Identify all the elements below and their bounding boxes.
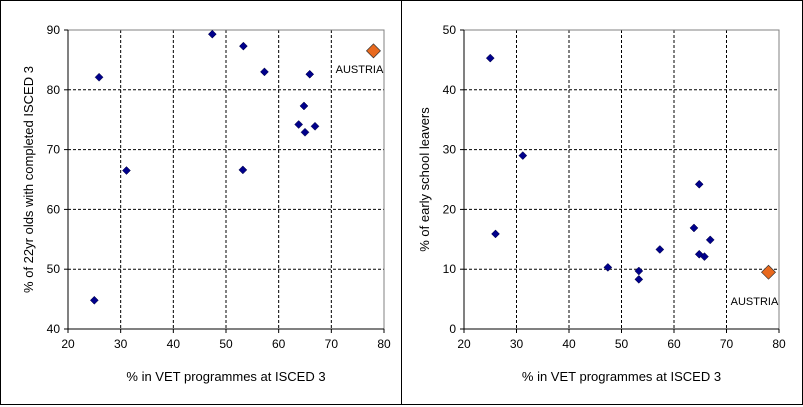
data-point-marker: [689, 223, 699, 233]
data-point-marker: [122, 166, 131, 175]
chart-panel-right: 20 30 40 50 60 70 80 0 10 20 30 40 50 % in VET progra…: [401, 0, 803, 405]
highlight-point-marker: [761, 264, 776, 280]
y-tick-label: 50: [443, 23, 457, 37]
data-point-marker: [294, 120, 304, 129]
y-axis-title: % of 22yr olds with completed ISCED 3: [21, 66, 36, 293]
x-axis-title: % in VET programmes at ISCED 3: [522, 369, 721, 384]
y-tick-label: 90: [47, 23, 61, 37]
y-tick-label: 10: [443, 262, 457, 276]
data-point-marker: [260, 67, 269, 77]
data-point-marker: [603, 263, 613, 272]
data-point-marker: [634, 275, 644, 284]
data-point-marker: [518, 151, 528, 160]
y-tick-label: 40: [47, 322, 61, 336]
data-point-marker: [300, 127, 310, 137]
y-tick-label: 60: [47, 202, 61, 216]
y-tick-label: 50: [47, 262, 61, 276]
x-axis-title: % in VET programmes at ISCED 3: [126, 369, 325, 384]
x-tick-label: 70: [720, 337, 734, 351]
x-tick-label: 50: [219, 337, 233, 351]
x-tick-label: 30: [114, 337, 128, 351]
y-tick-label: 40: [443, 83, 457, 97]
y-tick-label: 70: [47, 143, 61, 157]
data-point-marker: [239, 41, 248, 51]
data-point-marker: [705, 235, 715, 245]
y-axis-title: % of early school leavers: [417, 107, 432, 252]
highlight-label: AUSTRIA: [731, 296, 779, 308]
data-point-marker: [491, 229, 500, 239]
data-point-marker: [207, 29, 217, 39]
data-point-marker: [94, 72, 104, 82]
y-tick-label: 0: [449, 322, 456, 336]
y-tick-label: 20: [443, 202, 457, 216]
x-tick-label: 70: [325, 337, 339, 351]
data-point-marker: [694, 179, 704, 189]
x-tick-label: 80: [377, 337, 391, 351]
highlight-point-marker: [365, 43, 381, 59]
x-tick-label: 50: [615, 337, 629, 351]
data-point-marker: [700, 252, 709, 261]
data-point-marker: [310, 121, 320, 131]
data-point-marker: [634, 266, 644, 276]
data-point-marker: [485, 53, 495, 63]
x-tick-label: 30: [510, 337, 524, 351]
scatter-chart-early-leavers: 20 30 40 50 60 70 80 0 10 20 30 40 50 % in VET progra…: [417, 23, 786, 384]
scatter-chart-completion: 20 30 40 50 60 70 80 40 50 60 70 80 90 % in VET progr…: [21, 23, 391, 384]
y-tick-label: 80: [47, 83, 61, 97]
x-tick-label: 60: [272, 337, 286, 351]
data-point-marker: [655, 245, 665, 254]
data-point-marker: [305, 69, 315, 79]
data-point-marker: [89, 295, 99, 305]
x-tick-label: 80: [772, 337, 786, 351]
data-point-marker: [299, 101, 309, 111]
x-tick-label: 20: [457, 337, 471, 351]
x-tick-label: 60: [667, 337, 681, 351]
plot-area-border: [463, 29, 780, 330]
data-point-marker: [238, 165, 248, 175]
x-tick-label: 40: [562, 337, 576, 351]
x-tick-label: 40: [167, 337, 181, 351]
highlight-label: AUSTRIA: [336, 64, 384, 76]
y-tick-label: 30: [443, 143, 457, 157]
chart-panel-left: 20 30 40 50 60 70 80 40 50 60 70 80 90 % in VET progr…: [0, 0, 403, 405]
x-tick-label: 20: [61, 337, 75, 351]
